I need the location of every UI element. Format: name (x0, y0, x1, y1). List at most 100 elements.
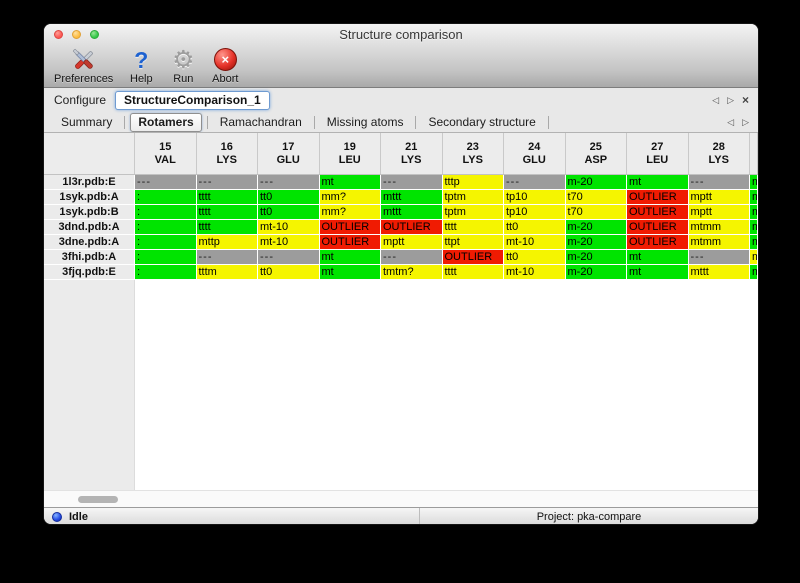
rotamer-cell[interactable]: OUTLIER (319, 220, 381, 235)
row-label-3dne[interactable]: 3dne.pdb:A (44, 235, 135, 250)
rotamer-cell-clipped[interactable]: m (750, 190, 758, 205)
rotamer-cell[interactable]: m-20 (565, 265, 627, 280)
rotamer-cell[interactable]: : (135, 220, 197, 235)
next-tab-icon[interactable]: ▷ (742, 116, 749, 127)
configure-name-field[interactable]: StructureComparison_1 (115, 90, 270, 110)
rotamer-cell[interactable]: mttp (196, 235, 258, 250)
rotamer-cell[interactable]: mm? (319, 205, 381, 220)
prev-configure-icon[interactable]: ◁ (712, 94, 720, 105)
rotamer-cell[interactable]: tttm (196, 265, 258, 280)
rotamer-cell[interactable]: m-20 (565, 235, 627, 250)
rotamer-cell[interactable]: mptt (688, 190, 750, 205)
tab-rotamers[interactable]: Rotamers (130, 112, 202, 132)
rotamer-cell[interactable]: OUTLIER (381, 220, 443, 235)
rotamer-cell[interactable]: OUTLIER (627, 220, 689, 235)
rotamer-cell[interactable]: t70 (565, 190, 627, 205)
row-label-1syk[interactable]: 1syk.pdb:A (44, 190, 135, 205)
rotamer-cell[interactable]: tttt (196, 190, 258, 205)
rotamer-cell[interactable]: mptt (381, 235, 443, 250)
rotamer-cell[interactable]: m-20 (565, 220, 627, 235)
rotamer-cell[interactable]: tttt (442, 220, 504, 235)
rotamer-cell[interactable]: tp10 (504, 205, 566, 220)
rotamer-cell[interactable]: --- (504, 175, 566, 190)
rotamer-cell[interactable]: tt0 (258, 205, 320, 220)
next-configure-icon[interactable]: ▷ (727, 94, 734, 105)
rotamer-cell-clipped[interactable]: m (750, 250, 758, 265)
rotamer-cell[interactable]: mt (319, 250, 381, 265)
rotamer-cell[interactable]: : (135, 235, 197, 250)
row-label-1l3r[interactable]: 1l3r.pdb:E (44, 175, 135, 190)
rotamer-cell[interactable]: tttt (442, 265, 504, 280)
rotamer-cell[interactable]: OUTLIER (442, 250, 504, 265)
row-label-3dnd[interactable]: 3dnd.pdb:A (44, 220, 135, 235)
rotamer-cell[interactable]: mm? (319, 190, 381, 205)
rotamer-cell[interactable]: mt-10 (504, 235, 566, 250)
rotamer-cell[interactable]: t70 (565, 205, 627, 220)
rotamer-cell[interactable]: tptm (442, 205, 504, 220)
rotamer-cell[interactable]: : (135, 190, 197, 205)
row-label-3fjq[interactable]: 3fjq.pdb:E (44, 265, 135, 280)
rotamer-cell[interactable]: mt (627, 175, 689, 190)
rotamer-cell[interactable]: mptt (688, 205, 750, 220)
rotamer-cell[interactable]: --- (196, 250, 258, 265)
rotamer-cell[interactable]: mttt (381, 190, 443, 205)
rotamer-cell[interactable]: m-20 (565, 175, 627, 190)
rotamer-cell[interactable]: mtmm (688, 220, 750, 235)
rotamer-cell[interactable]: tptm (442, 190, 504, 205)
rotamer-cell[interactable]: : (135, 265, 197, 280)
rotamer-cell-clipped[interactable]: m (750, 205, 758, 220)
rotamer-cell[interactable]: mtmm (688, 235, 750, 250)
rotamer-cell[interactable]: mt (319, 175, 381, 190)
rotamer-cell[interactable]: mt-10 (504, 265, 566, 280)
rotamer-cell[interactable]: m-20 (565, 250, 627, 265)
rotamer-cell[interactable]: mt-10 (258, 220, 320, 235)
title-bar[interactable]: Structure comparison (44, 24, 758, 44)
rotamer-cell[interactable]: --- (196, 175, 258, 190)
tab-secondary-structure[interactable]: Secondary structure (428, 114, 536, 129)
rotamer-cell[interactable]: --- (688, 175, 750, 190)
rotamer-cell[interactable]: tttt (196, 220, 258, 235)
rotamer-cell[interactable]: OUTLIER (627, 190, 689, 205)
run-button[interactable]: ⚙ Run (169, 46, 197, 85)
rotamer-cell[interactable]: : (135, 205, 197, 220)
rotamer-cell[interactable]: tmtm? (381, 265, 443, 280)
rotamer-cell[interactable]: mt-10 (258, 235, 320, 250)
rotamer-cell[interactable]: ttpt (442, 235, 504, 250)
rotamer-cell[interactable]: --- (135, 175, 197, 190)
close-window-button[interactable] (54, 30, 63, 39)
rotamer-cell-clipped[interactable]: m (750, 220, 758, 235)
row-label-3fhi[interactable]: 3fhi.pdb:A (44, 250, 135, 265)
rotamer-cell[interactable]: --- (258, 175, 320, 190)
rotamer-cell[interactable]: OUTLIER (627, 235, 689, 250)
rotamer-cell[interactable]: --- (688, 250, 750, 265)
rotamer-cell[interactable]: mt (627, 250, 689, 265)
row-label-1syk[interactable]: 1syk.pdb:B (44, 205, 135, 220)
rotamer-cell[interactable]: --- (381, 175, 443, 190)
abort-button[interactable]: × Abort (211, 46, 239, 85)
rotamer-cell[interactable]: --- (381, 250, 443, 265)
rotamer-cell[interactable]: mttt (688, 265, 750, 280)
minimize-window-button[interactable] (72, 30, 81, 39)
rotamer-cell[interactable]: mt (319, 265, 381, 280)
rotamer-cell[interactable]: mttt (381, 205, 443, 220)
rotamer-cell[interactable]: tt0 (258, 265, 320, 280)
rotamer-cell[interactable]: OUTLIER (319, 235, 381, 250)
rotamer-cell-clipped[interactable]: m (750, 235, 758, 250)
rotamer-cell[interactable]: tt0 (504, 250, 566, 265)
rotamer-cell[interactable]: OUTLIER (627, 205, 689, 220)
zoom-window-button[interactable] (90, 30, 99, 39)
rotamer-cell[interactable]: tttp (442, 175, 504, 190)
horizontal-scrollbar[interactable] (44, 490, 758, 507)
horizontal-scrollbar-thumb[interactable] (78, 496, 118, 503)
preferences-button[interactable]: Preferences (54, 46, 113, 85)
rotamer-cell[interactable]: tt0 (504, 220, 566, 235)
prev-tab-icon[interactable]: ◁ (727, 116, 735, 127)
tab-ramachandran[interactable]: Ramachandran (219, 114, 302, 129)
rotamer-cell[interactable]: --- (258, 250, 320, 265)
rotamer-cell[interactable]: : (135, 250, 197, 265)
rotamer-cell[interactable]: tp10 (504, 190, 566, 205)
rotamer-cell[interactable]: tttt (196, 205, 258, 220)
close-configure-icon[interactable]: × (741, 93, 749, 107)
tab-missing-atoms[interactable]: Missing atoms (326, 114, 404, 129)
rotamer-cell-clipped[interactable]: m (750, 175, 758, 190)
